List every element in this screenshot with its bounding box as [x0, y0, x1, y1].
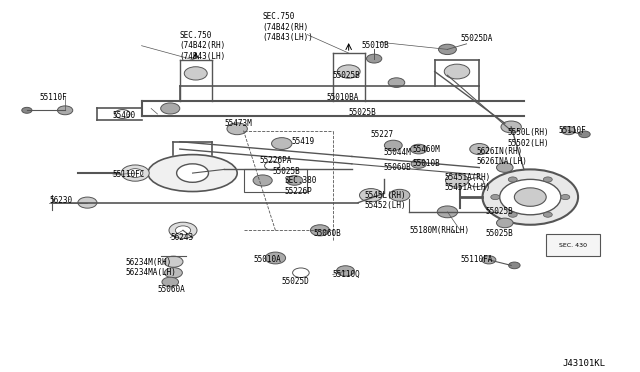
Circle shape [360, 189, 383, 202]
Circle shape [497, 218, 513, 228]
Text: 55025B: 55025B [486, 230, 513, 238]
Circle shape [483, 169, 578, 225]
Circle shape [292, 268, 309, 278]
Bar [244, 169, 307, 192]
Circle shape [508, 212, 517, 217]
Circle shape [175, 226, 191, 235]
Text: 55060A: 55060A [157, 285, 185, 294]
Circle shape [164, 256, 183, 267]
Text: 55110F: 55110F [40, 93, 67, 102]
Circle shape [177, 164, 209, 182]
Text: 55025B: 55025B [486, 207, 513, 217]
Circle shape [515, 188, 546, 206]
Text: 55010BA: 55010BA [326, 93, 359, 102]
Bar [546, 234, 600, 256]
Circle shape [410, 144, 427, 154]
Circle shape [264, 161, 280, 170]
Circle shape [162, 277, 179, 287]
Circle shape [367, 54, 382, 63]
Text: 55110FC: 55110FC [113, 170, 145, 179]
Circle shape [337, 266, 355, 276]
Circle shape [388, 78, 404, 87]
Circle shape [58, 106, 73, 115]
Circle shape [561, 195, 570, 200]
Circle shape [227, 123, 247, 135]
Text: 55110FA: 55110FA [460, 255, 493, 264]
Text: 55060B: 55060B [314, 230, 341, 238]
Text: 55010B: 55010B [412, 159, 440, 169]
Circle shape [411, 160, 426, 168]
Text: SEC.750
(74B42(RH)
(74B43(LH): SEC.750 (74B42(RH) (74B43(LH) [180, 31, 226, 61]
Circle shape [286, 176, 303, 185]
Circle shape [437, 206, 458, 218]
Text: SEC. 430: SEC. 430 [559, 243, 587, 248]
Circle shape [468, 178, 484, 187]
Circle shape [390, 189, 410, 201]
Text: 56243: 56243 [170, 233, 193, 242]
Circle shape [438, 44, 456, 55]
Text: J43101KL: J43101KL [562, 359, 605, 368]
Circle shape [115, 110, 130, 118]
Circle shape [500, 179, 561, 215]
Text: 55180M(RH&LH): 55180M(RH&LH) [409, 226, 469, 235]
Text: 55044M: 55044M [384, 148, 412, 157]
Circle shape [310, 225, 330, 236]
Circle shape [509, 262, 520, 269]
Text: 55010A: 55010A [253, 255, 281, 264]
Text: 55227: 55227 [371, 130, 394, 139]
Circle shape [445, 174, 468, 187]
Circle shape [127, 169, 143, 177]
Circle shape [497, 163, 513, 172]
Circle shape [444, 64, 470, 79]
Text: 56230: 56230 [49, 196, 72, 205]
Text: 55110F: 55110F [559, 126, 587, 135]
Circle shape [184, 67, 207, 80]
Text: 55025DA: 55025DA [460, 34, 493, 43]
Circle shape [470, 144, 489, 155]
Text: 55400: 55400 [113, 111, 136, 121]
Circle shape [121, 165, 149, 181]
Text: 55419: 55419 [291, 137, 314, 146]
Text: 5626IN(RH)
5626INA(LH): 5626IN(RH) 5626INA(LH) [476, 147, 527, 166]
Text: 55110Q: 55110Q [333, 270, 360, 279]
Text: 55460M: 55460M [412, 145, 440, 154]
Circle shape [169, 222, 197, 238]
Text: 55060B: 55060B [384, 163, 412, 172]
Circle shape [337, 65, 360, 78]
Text: 55451A(RH)
55451A(LH): 55451A(RH) 55451A(LH) [444, 173, 490, 192]
Text: 5545L(RH)
55452(LH): 5545L(RH) 55452(LH) [365, 191, 406, 211]
Text: 55226PA: 55226PA [259, 155, 292, 165]
Circle shape [253, 175, 272, 186]
Text: 55025B: 55025B [349, 108, 376, 117]
Circle shape [265, 252, 285, 264]
Circle shape [482, 256, 496, 264]
Circle shape [385, 140, 402, 151]
Circle shape [561, 126, 575, 135]
Text: 55025D: 55025D [282, 278, 310, 286]
Text: 55025B: 55025B [272, 167, 300, 176]
Circle shape [543, 212, 552, 217]
Circle shape [22, 108, 32, 113]
Text: SEC.380
55226P: SEC.380 55226P [285, 176, 317, 196]
Circle shape [164, 267, 182, 278]
Text: 55010B: 55010B [362, 41, 389, 50]
Text: 55473M: 55473M [225, 119, 252, 128]
Text: 56234M(RH)
56234MA(LH): 56234M(RH) 56234MA(LH) [125, 257, 177, 277]
Circle shape [161, 103, 180, 114]
Circle shape [501, 121, 522, 133]
Circle shape [543, 177, 552, 182]
Circle shape [579, 131, 590, 138]
Circle shape [491, 195, 500, 200]
Circle shape [508, 177, 517, 182]
Text: SEC.750
(74B42(RH)
(74B43(LH)): SEC.750 (74B42(RH) (74B43(LH)) [262, 12, 314, 42]
Ellipse shape [148, 155, 237, 192]
Circle shape [271, 138, 292, 150]
Text: 55025B: 55025B [333, 71, 360, 80]
Circle shape [78, 197, 97, 208]
Text: 5550L(RH)
55502(LH): 5550L(RH) 55502(LH) [508, 128, 550, 148]
